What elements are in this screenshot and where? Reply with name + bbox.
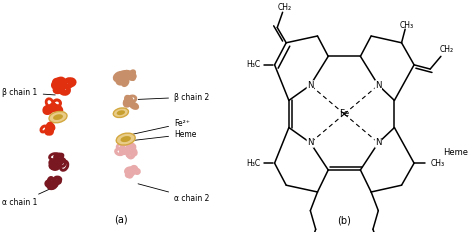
Text: CH₃: CH₃ [400,21,414,30]
Ellipse shape [120,136,131,142]
Ellipse shape [117,110,125,115]
Ellipse shape [116,133,135,145]
Text: Heme: Heme [128,130,196,141]
Text: α chain 1: α chain 1 [2,189,51,207]
Text: Heme: Heme [443,148,468,158]
Text: (a): (a) [114,215,128,225]
Text: CH₃: CH₃ [430,159,444,168]
Text: β chain 2: β chain 2 [138,92,210,102]
Text: H₃C: H₃C [246,159,260,168]
Text: N: N [307,138,314,147]
Text: α chain 2: α chain 2 [138,184,210,203]
Text: β chain 1: β chain 1 [2,88,55,97]
Text: CH₂: CH₂ [439,45,453,54]
Text: H₃C: H₃C [246,60,260,69]
Text: Fe: Fe [339,109,349,119]
Text: CH₂: CH₂ [277,3,292,12]
Text: N: N [375,81,382,90]
Text: N: N [375,138,382,147]
Ellipse shape [113,108,128,118]
Ellipse shape [49,111,67,123]
Ellipse shape [53,114,63,120]
Text: N: N [307,81,314,90]
Text: Fe²⁺: Fe²⁺ [133,119,190,134]
Text: (b): (b) [337,216,351,226]
